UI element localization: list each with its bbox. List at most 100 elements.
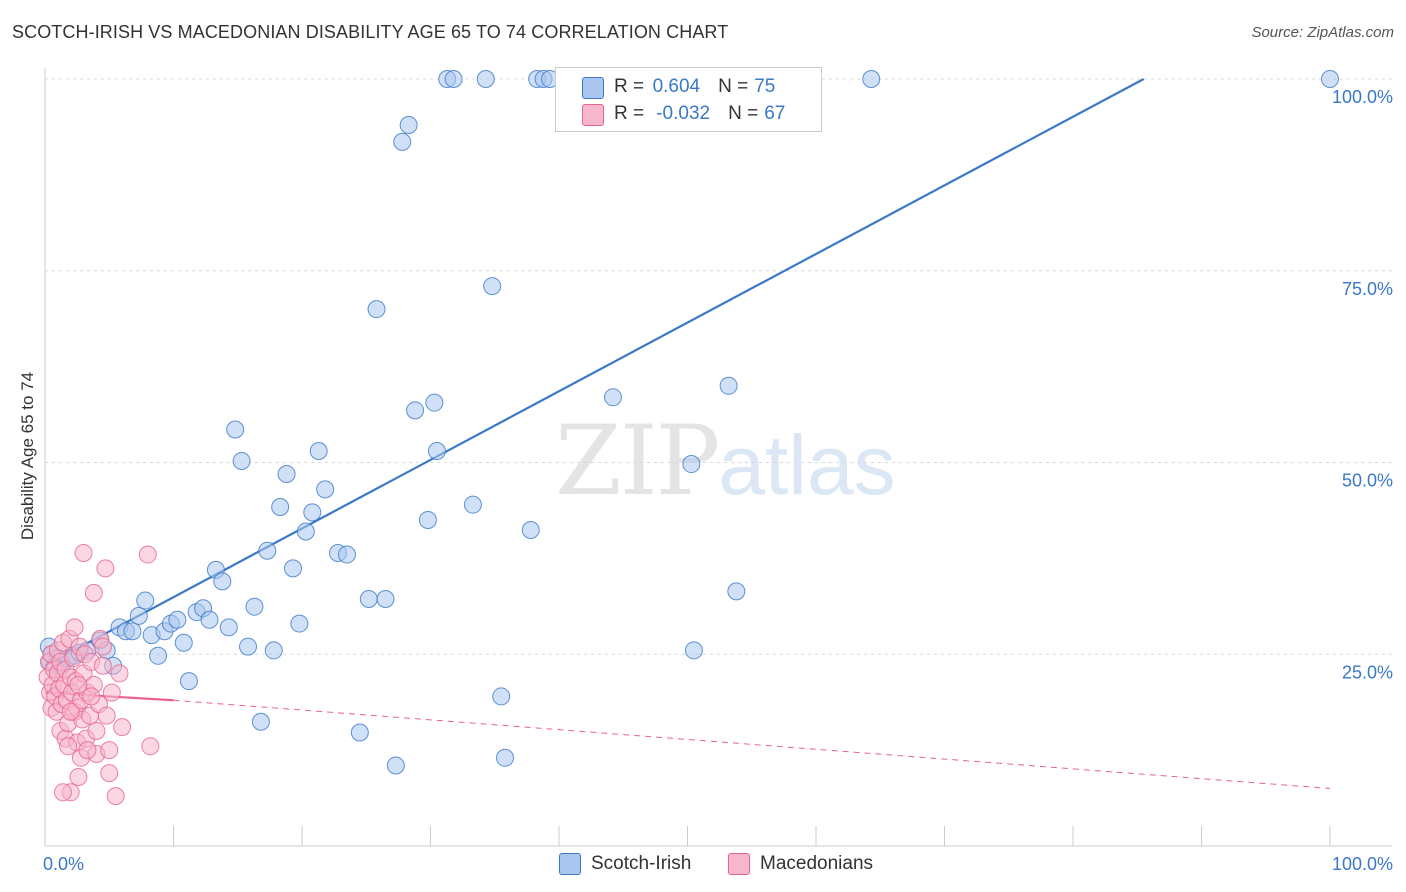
bottom-legend-label: Macedonians (760, 853, 874, 874)
watermark-atlas: atlas (718, 418, 896, 512)
point-scotch-irish (521, 520, 540, 539)
legend-row-macedonians: R = -0.032 N = 67 (614, 102, 785, 126)
grid-lines (45, 78, 1392, 655)
point-scotch-irish (129, 606, 148, 625)
point-macedonians (59, 737, 78, 756)
point-scotch-irish (337, 545, 356, 564)
point-scotch-irish (376, 590, 395, 609)
legend-n-label: N = (728, 103, 759, 124)
point-macedonians (69, 675, 88, 694)
point-scotch-irish (1321, 70, 1339, 88)
y-tick-label: 25.0% (1342, 662, 1393, 682)
point-macedonians (61, 702, 80, 721)
point-scotch-irish (245, 597, 264, 616)
point-scotch-irish (418, 511, 437, 530)
point-scotch-irish (496, 748, 515, 767)
point-macedonians (96, 559, 115, 578)
point-scotch-irish (290, 614, 309, 633)
point-scotch-irish (136, 591, 155, 610)
point-scotch-irish (149, 646, 168, 665)
point-macedonians (65, 618, 84, 637)
tick-labels: 25.0% 50.0% 75.0% 100.0% 0.0% 100.0% (43, 87, 1393, 874)
point-scotch-irish (200, 610, 219, 629)
point-scotch-irish (277, 465, 296, 484)
legend-n-label: N = (718, 76, 749, 97)
point-scotch-irish (463, 495, 482, 514)
point-scotch-irish (719, 376, 738, 395)
point-scotch-irish (386, 756, 405, 775)
point-scotch-irish (123, 622, 142, 641)
point-scotch-irish (483, 277, 502, 296)
point-macedonians (69, 767, 88, 786)
point-macedonians (106, 787, 125, 806)
point-scotch-irish (727, 582, 746, 601)
point-scotch-irish (232, 451, 251, 470)
point-scotch-irish (367, 300, 386, 319)
point-scotch-irish (264, 641, 283, 660)
point-macedonians (78, 741, 97, 760)
point-scotch-irish (174, 633, 193, 652)
point-macedonians (100, 764, 119, 783)
point-scotch-irish (350, 723, 369, 742)
point-scotch-irish (682, 455, 701, 474)
point-scotch-irish (359, 590, 378, 609)
point-scotch-irish (271, 497, 290, 516)
axes (44, 68, 1392, 847)
bottom-legend-swatch (728, 853, 750, 875)
legend-r-label: R = (614, 103, 645, 124)
y-tick-label: 75.0% (1342, 279, 1393, 299)
point-scotch-irish (226, 420, 245, 439)
y-tick-label: 50.0% (1342, 471, 1393, 491)
chart-title: SCOTCH-IRISH VS MACEDONIAN DISABILITY AG… (12, 22, 729, 42)
watermark: ZIPatlas (555, 405, 896, 517)
point-scotch-irish (603, 388, 622, 407)
point-macedonians (138, 545, 157, 564)
legend-swatch-macedonians (582, 104, 604, 126)
point-macedonians (84, 583, 103, 602)
point-scotch-irish (303, 503, 322, 522)
point-macedonians (74, 544, 93, 563)
legend-row-scotch-irish: R = 0.604 N = 75 (614, 75, 775, 99)
bottom-legend-macedonians: Macedonians (728, 852, 873, 876)
trendline-macedonians (173, 699, 1331, 789)
point-macedonians (100, 741, 119, 760)
point-macedonians (110, 664, 129, 683)
point-scotch-irish (251, 712, 270, 731)
source-credit: Source: ZipAtlas.com (1251, 24, 1394, 41)
point-scotch-irish (309, 441, 328, 460)
legend-r-value: 0.604 (652, 76, 701, 97)
point-scotch-irish (476, 70, 495, 88)
point-macedonians (97, 706, 116, 725)
legend-n-value: 67 (764, 103, 786, 124)
legend-r-label: R = (614, 76, 645, 97)
legend-n-value: 75 (754, 76, 776, 97)
point-scotch-irish (179, 672, 198, 691)
point-macedonians (87, 721, 106, 740)
point-scotch-irish (684, 641, 703, 660)
point-scotch-irish (399, 116, 418, 135)
point-scotch-irish (258, 541, 277, 560)
point-scotch-irish (492, 687, 511, 706)
point-scotch-irish (168, 610, 187, 629)
y-tick-label: 100.0% (1332, 87, 1393, 107)
point-scotch-irish (296, 522, 315, 541)
point-scotch-irish (862, 70, 881, 88)
point-macedonians (102, 683, 121, 702)
point-scotch-irish (316, 480, 335, 499)
trendline-scotch-irish (44, 78, 1145, 667)
data-points (38, 70, 1339, 806)
point-macedonians (82, 687, 101, 706)
point-macedonians (93, 637, 112, 656)
point-macedonians (93, 656, 112, 675)
point-scotch-irish (284, 559, 303, 578)
point-scotch-irish (239, 637, 258, 656)
point-macedonians (141, 737, 160, 756)
bottom-legend-swatch (559, 853, 581, 875)
x-tick-label: 100.0% (1332, 854, 1393, 874)
x-tick-label: 0.0% (43, 854, 84, 874)
point-scotch-irish (427, 441, 446, 460)
point-macedonians (53, 783, 72, 802)
point-macedonians (113, 718, 132, 737)
point-scotch-irish (393, 132, 412, 151)
